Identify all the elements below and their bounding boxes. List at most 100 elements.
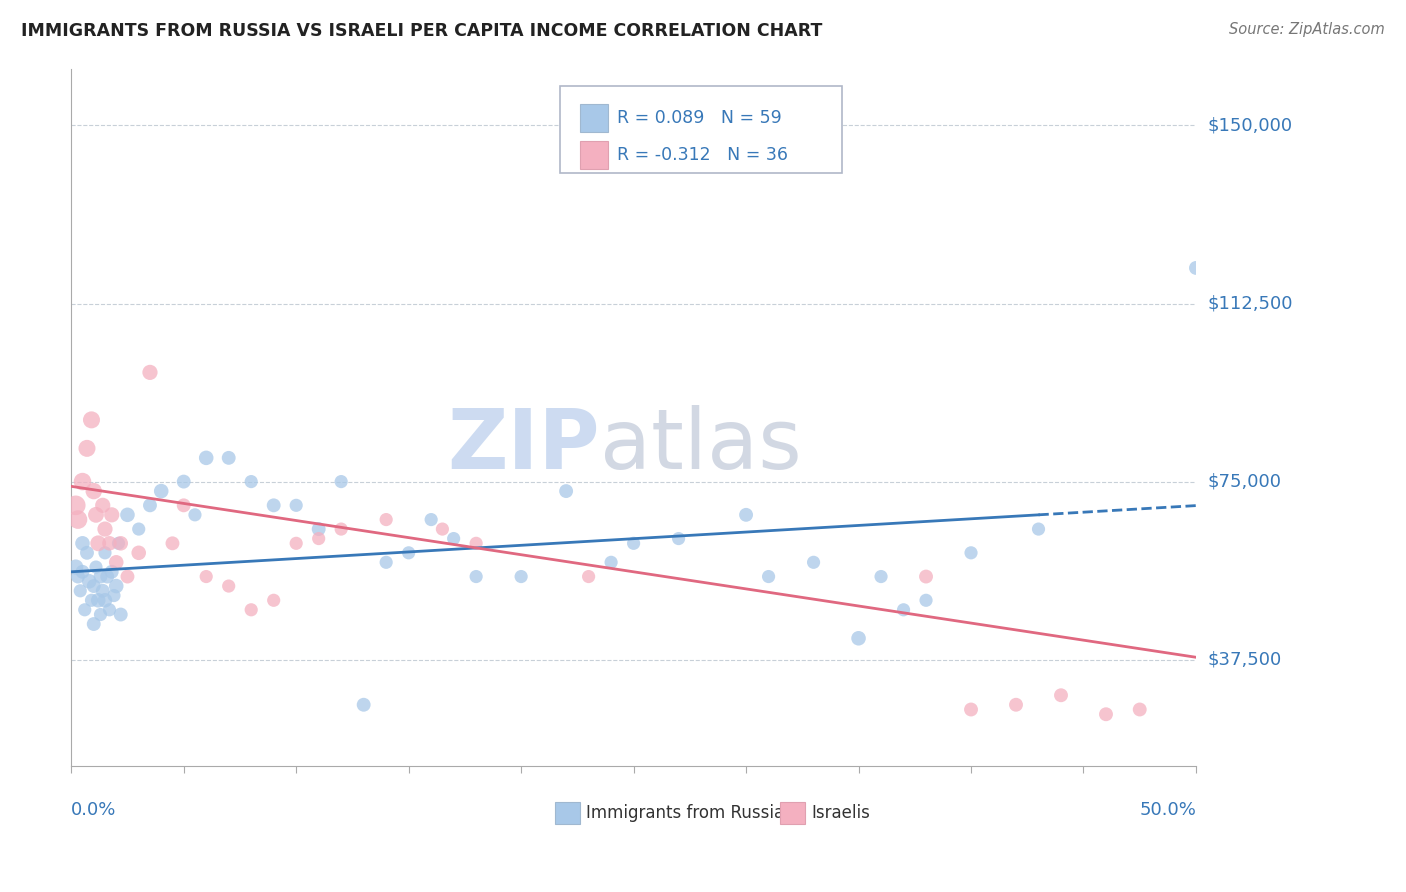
Bar <box>579 141 607 169</box>
Point <box>960 546 983 560</box>
Point <box>84 508 107 522</box>
Point <box>1095 707 1118 722</box>
Point <box>308 532 330 546</box>
Point <box>107 536 129 550</box>
Point <box>87 593 110 607</box>
Bar <box>555 802 579 824</box>
Point <box>84 560 107 574</box>
Point <box>76 546 98 560</box>
Point <box>89 607 111 622</box>
Point <box>83 617 105 632</box>
Point <box>80 593 103 607</box>
Bar <box>579 103 607 131</box>
Point <box>83 484 105 499</box>
Point <box>578 569 600 583</box>
Point <box>128 546 150 560</box>
Point <box>128 522 150 536</box>
Text: $150,000: $150,000 <box>1208 117 1292 135</box>
Point <box>184 508 207 522</box>
Point <box>195 569 218 583</box>
Point <box>76 442 98 456</box>
Point <box>98 603 121 617</box>
Text: $37,500: $37,500 <box>1208 650 1281 669</box>
Point <box>758 569 780 583</box>
Text: R = 0.089   N = 59: R = 0.089 N = 59 <box>617 109 782 127</box>
Point <box>240 603 263 617</box>
Point <box>330 475 353 489</box>
Text: Israelis: Israelis <box>811 805 870 822</box>
Point <box>240 475 263 489</box>
Text: IMMIGRANTS FROM RUSSIA VS ISRAELI PER CAPITA INCOME CORRELATION CHART: IMMIGRANTS FROM RUSSIA VS ISRAELI PER CA… <box>21 22 823 40</box>
Point <box>66 512 89 526</box>
Point <box>1129 702 1152 716</box>
Point <box>91 583 114 598</box>
Point <box>848 632 870 646</box>
Point <box>173 475 195 489</box>
Point <box>83 579 105 593</box>
Point <box>65 499 87 513</box>
Point <box>72 565 94 579</box>
Point <box>110 536 132 550</box>
Point <box>73 603 96 617</box>
Point <box>623 536 645 550</box>
Point <box>218 450 240 465</box>
Point <box>555 484 578 499</box>
Text: Source: ZipAtlas.com: Source: ZipAtlas.com <box>1229 22 1385 37</box>
Point <box>87 536 110 550</box>
Point <box>263 593 285 607</box>
Point <box>870 569 893 583</box>
Point <box>600 555 623 569</box>
Point <box>150 484 173 499</box>
Point <box>353 698 375 712</box>
Point <box>443 532 465 546</box>
Point <box>91 499 114 513</box>
Point <box>375 555 398 569</box>
Point <box>195 450 218 465</box>
Point <box>105 579 128 593</box>
Point <box>100 508 122 522</box>
Text: 50.0%: 50.0% <box>1139 801 1197 819</box>
Point <box>960 702 983 716</box>
Point <box>80 413 103 427</box>
Text: ZIP: ZIP <box>447 405 600 486</box>
Point <box>1005 698 1028 712</box>
Point <box>98 536 121 550</box>
Point <box>1050 688 1073 702</box>
Point <box>420 512 443 526</box>
Text: $75,000: $75,000 <box>1208 473 1281 491</box>
Point <box>285 536 308 550</box>
Point <box>139 499 162 513</box>
Point <box>398 546 420 560</box>
Point <box>915 569 938 583</box>
Text: 0.0%: 0.0% <box>72 801 117 819</box>
Text: $112,500: $112,500 <box>1208 294 1292 312</box>
Point <box>893 603 915 617</box>
Point <box>117 569 139 583</box>
Point <box>465 536 488 550</box>
Point <box>668 532 690 546</box>
Point <box>432 522 454 536</box>
Point <box>173 499 195 513</box>
Point <box>69 583 91 598</box>
Point <box>103 589 125 603</box>
Point <box>110 607 132 622</box>
Point <box>162 536 184 550</box>
Text: R = -0.312   N = 36: R = -0.312 N = 36 <box>617 146 787 164</box>
Point <box>94 546 117 560</box>
Point <box>100 565 122 579</box>
Point <box>72 536 94 550</box>
Point <box>117 508 139 522</box>
FancyBboxPatch shape <box>561 86 842 173</box>
Point <box>735 508 758 522</box>
Point <box>263 499 285 513</box>
Point <box>1185 260 1208 275</box>
Point <box>915 593 938 607</box>
Point <box>94 522 117 536</box>
Point <box>96 569 118 583</box>
Point <box>375 512 398 526</box>
Point <box>465 569 488 583</box>
Point <box>139 365 162 379</box>
Point <box>285 499 308 513</box>
Point <box>510 569 533 583</box>
Point <box>1028 522 1050 536</box>
